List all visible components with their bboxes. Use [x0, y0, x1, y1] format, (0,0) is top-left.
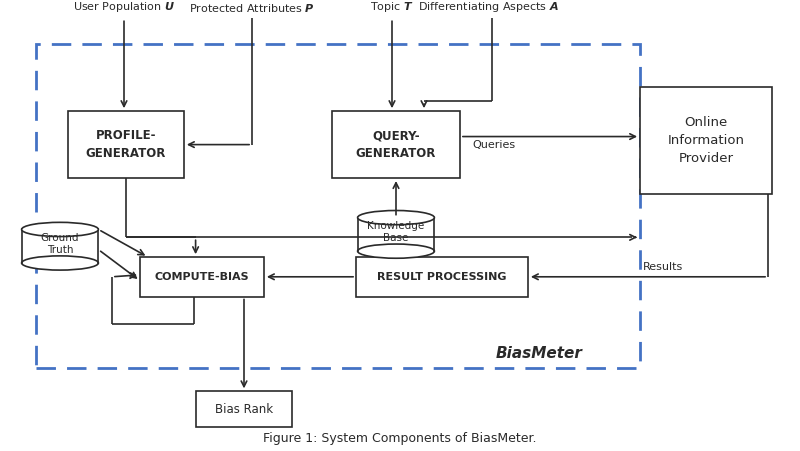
Ellipse shape — [22, 256, 98, 270]
Bar — [22, 230, 98, 263]
Text: Topic $\boldsymbol{T}$: Topic $\boldsymbol{T}$ — [370, 0, 414, 14]
Text: Protected Attributes $\boldsymbol{P}$: Protected Attributes $\boldsymbol{P}$ — [189, 2, 315, 14]
Ellipse shape — [22, 222, 98, 236]
Text: RESULT PROCESSING: RESULT PROCESSING — [378, 272, 506, 282]
Text: Bias Rank: Bias Rank — [215, 402, 273, 415]
Bar — [356, 257, 528, 297]
Bar — [196, 391, 292, 427]
Ellipse shape — [358, 211, 434, 225]
Text: BiasMeter: BiasMeter — [496, 346, 583, 361]
Text: Online
Information
Provider: Online Information Provider — [667, 116, 745, 165]
Text: Differentiating Aspects $\boldsymbol{A}$: Differentiating Aspects $\boldsymbol{A}$ — [418, 0, 558, 14]
Text: Results: Results — [642, 262, 682, 272]
Bar — [68, 111, 184, 178]
Bar — [140, 257, 264, 297]
Ellipse shape — [358, 244, 434, 258]
Bar — [640, 87, 772, 194]
Text: PROFILE-
GENERATOR: PROFILE- GENERATOR — [86, 129, 166, 160]
Text: Ground
Truth: Ground Truth — [41, 233, 79, 255]
Bar — [358, 217, 434, 251]
Text: Knowledge
Base: Knowledge Base — [367, 221, 425, 243]
Text: QUERY-
GENERATOR: QUERY- GENERATOR — [356, 129, 436, 160]
Bar — [332, 111, 460, 178]
Bar — [36, 44, 640, 368]
Text: User Population $\boldsymbol{U}$: User Population $\boldsymbol{U}$ — [73, 0, 175, 14]
Text: Figure 1: System Components of BiasMeter.: Figure 1: System Components of BiasMeter… — [263, 432, 537, 445]
Text: COMPUTE-BIAS: COMPUTE-BIAS — [154, 272, 250, 282]
Text: Queries: Queries — [472, 140, 515, 150]
